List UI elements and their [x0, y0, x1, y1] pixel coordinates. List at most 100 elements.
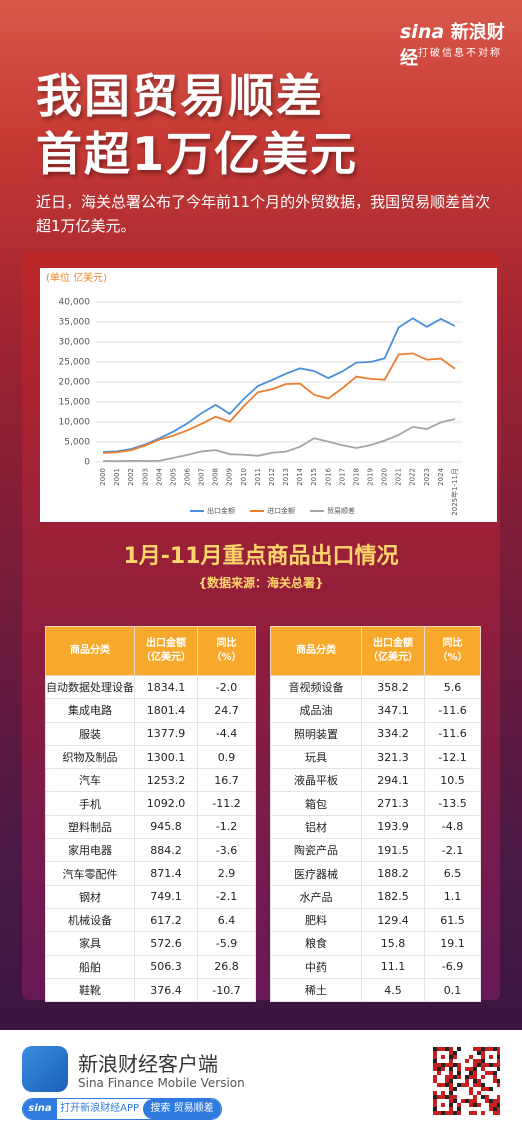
header-text: （亿美元）: [368, 652, 418, 663]
x-tick-label: 2015: [310, 468, 318, 486]
cell: 334.2: [361, 721, 425, 746]
qr-cell: [433, 1103, 437, 1107]
cell: 医疗器械: [270, 861, 362, 886]
qr-cell: [433, 1055, 437, 1059]
qr-cell: [497, 1051, 500, 1055]
qr-cell: [489, 1107, 493, 1111]
slogan: 打破信息不对称: [418, 48, 502, 59]
qr-cell: [489, 1063, 493, 1067]
cell: 0.9: [197, 744, 256, 770]
qr-cell: [441, 1091, 445, 1095]
qr-cell: [473, 1075, 477, 1079]
qr-cell: [481, 1095, 485, 1099]
logo: sina 新浪财经: [400, 18, 522, 70]
cell: 汽车零配件: [45, 861, 135, 886]
qr-cell: [453, 1075, 457, 1079]
qr-cell: [485, 1099, 489, 1103]
header-text: 出口金额: [146, 638, 186, 649]
qr-cell: [457, 1047, 461, 1051]
x-tick-label: 2008: [212, 468, 220, 486]
qr-cell: [437, 1111, 441, 1115]
qr-cell: [473, 1111, 477, 1115]
qr-cell: [473, 1047, 477, 1051]
row: 织物及制品 1300.1 0.9: [45, 744, 256, 770]
qr-cell: [497, 1047, 500, 1051]
qr-cell: [481, 1067, 485, 1071]
x-tick-label: 2020: [381, 468, 389, 486]
row: 稀土 4.5 0.1: [270, 977, 481, 1003]
header-text: 同比: [442, 638, 463, 649]
cell: 1300.1: [134, 744, 198, 770]
table: 商品分类 出口金额 （亿美元） 同比 （%） 自动数据处理设备 1834.1 -2.0 集成电路…: [45, 626, 256, 1003]
qr-cell: [445, 1075, 449, 1079]
x-tick-label: 2001: [113, 468, 121, 486]
qr-cell: [473, 1083, 477, 1087]
row: 陶瓷产品 191.5 -2.1: [270, 838, 481, 863]
qr-cell: [457, 1067, 461, 1071]
qr-cell: [453, 1063, 457, 1067]
qr-cell: [485, 1087, 489, 1091]
cell: -13.5: [424, 791, 481, 816]
qr-cell: [449, 1079, 453, 1083]
qr-cell: [481, 1111, 485, 1115]
qr-cell: [433, 1047, 437, 1051]
intro: 近日，海关总署公布了今年前11个月的外贸数据，我国贸易顺差首次超1万亿美元。: [36, 193, 491, 235]
row: 汽车零配件 871.4 2.9: [45, 861, 256, 886]
x-tick-label: 2014: [296, 467, 304, 485]
y-tick-label: 0: [84, 458, 90, 468]
y-tick-label: 5,000: [64, 438, 90, 448]
x-tick-label: 2024: [437, 467, 445, 485]
cell: 服装: [45, 721, 135, 746]
title: 我国贸易顺差: [36, 69, 324, 123]
cell: 6.4: [197, 907, 256, 933]
qr-cell: [489, 1055, 493, 1059]
logo-mark: sina: [23, 1099, 57, 1119]
cell: 稀土: [270, 977, 362, 1003]
qr-cell: [453, 1095, 457, 1099]
qr-cell: [449, 1087, 453, 1091]
qr-cell: [497, 1067, 500, 1071]
qr-cell: [433, 1075, 437, 1079]
qr-cell: [477, 1063, 481, 1067]
search-button[interactable]: 搜索 贸易顺差: [143, 1099, 221, 1119]
row: 钢材 749.1 -2.1: [45, 884, 256, 909]
row: 塑料制品 945.8 -1.2: [45, 814, 256, 840]
qr-cell: [453, 1087, 457, 1091]
cell: -3.6: [197, 838, 256, 863]
qr-cell: [469, 1087, 473, 1091]
row: 自动数据处理设备 1834.1 -2.0: [45, 674, 256, 700]
qr-cell: [481, 1051, 485, 1055]
row: 粮食 15.8 19.1: [270, 931, 481, 956]
qr-cell: [453, 1111, 457, 1115]
qr-cell: [481, 1083, 485, 1087]
cell: 193.9: [361, 814, 425, 840]
qr-cell: [497, 1055, 500, 1059]
qr-cell: [449, 1055, 453, 1059]
qr-cell: [477, 1079, 481, 1083]
cell: 884.2: [134, 838, 198, 863]
qr-cell: [481, 1055, 485, 1059]
header-row: 商品分类 出口金额 （亿美元） 同比 （%）: [45, 626, 256, 676]
cell: 机械设备: [45, 907, 135, 933]
qr-cell: [493, 1063, 497, 1067]
qr-cell: [489, 1087, 493, 1091]
qr-cell: [457, 1083, 461, 1087]
cell: 自动数据处理设备: [45, 674, 135, 700]
cell: 16.7: [197, 768, 256, 793]
header-cell: 商品分类: [270, 626, 362, 676]
cell: 506.3: [134, 954, 198, 979]
qr-cell: [449, 1047, 453, 1051]
qr-cell: [469, 1111, 473, 1115]
open-app-button[interactable]: sina 打开新浪财经APP 搜索 贸易顺差: [22, 1098, 222, 1120]
row: 音视频设备 358.2 5.6: [270, 674, 481, 700]
qr-cell: [457, 1111, 461, 1115]
qr-cell: [445, 1083, 449, 1087]
y-tick-label: 15,000: [59, 398, 91, 408]
qr-cell: [433, 1079, 437, 1083]
qr-cell: [457, 1063, 461, 1067]
header-text: 同比: [216, 638, 237, 649]
qr-cell: [493, 1071, 497, 1075]
qr-cell: [473, 1099, 477, 1103]
qr-cell: [497, 1059, 500, 1063]
qr-cell: [481, 1063, 485, 1067]
